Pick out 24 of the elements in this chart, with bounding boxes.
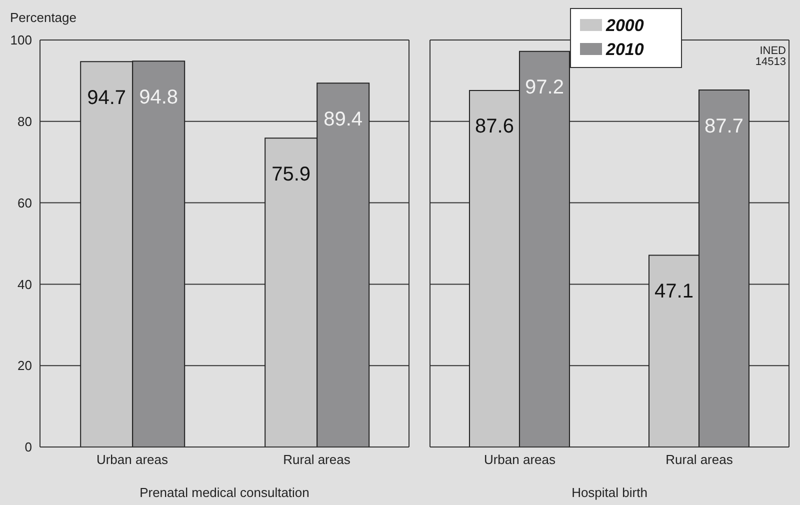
legend-label: 2000 xyxy=(605,16,644,35)
y-tick-label: 60 xyxy=(18,195,32,210)
x-tick-label: Urban areas xyxy=(96,452,169,468)
y-tick-label: 40 xyxy=(18,276,32,292)
data-label: 89.4 xyxy=(324,108,363,130)
data-label: 97.2 xyxy=(525,76,564,99)
data-label: 87.6 xyxy=(475,116,514,138)
data-label: 87.7 xyxy=(704,115,744,138)
x-axis-title: Prenatal medical consultation xyxy=(140,485,310,500)
y-axis-title: Percentage xyxy=(10,10,76,25)
data-label: 94.7 xyxy=(87,86,126,109)
data-label: 94.8 xyxy=(139,86,178,108)
y-tick-label: 20 xyxy=(18,358,32,374)
x-axis-title: Hospital birth xyxy=(572,485,648,500)
annotation: INED 14513 xyxy=(754,45,786,68)
y-tick-label: 80 xyxy=(18,114,32,130)
legend-label: 2010 xyxy=(605,40,644,59)
y-tick-label: 0 xyxy=(24,440,32,455)
x-tick-label: Rural areas xyxy=(666,452,734,468)
data-label: 47.1 xyxy=(654,280,694,303)
x-tick-label: Rural areas xyxy=(283,452,351,468)
y-tick-label: 100 xyxy=(10,32,32,48)
data-label: 75.9 xyxy=(272,163,311,186)
x-tick-label: Urban areas xyxy=(484,452,556,468)
